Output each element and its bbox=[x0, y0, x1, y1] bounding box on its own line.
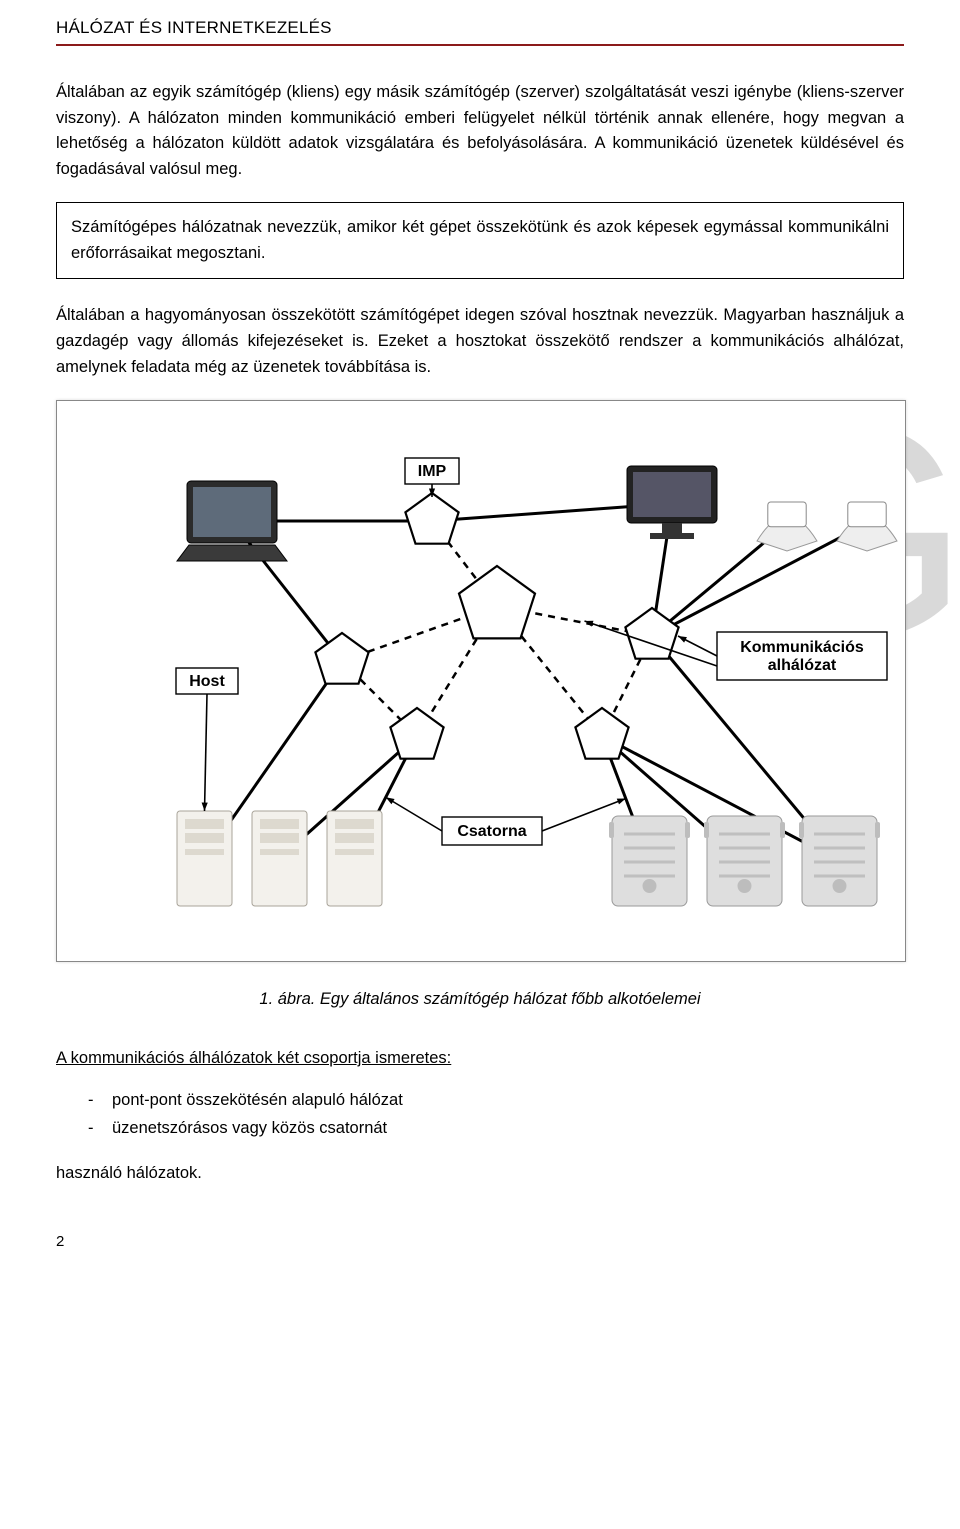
svg-text:IMP: IMP bbox=[418, 463, 447, 480]
network-diagram-svg: IMP Host Kommunikációsalhálózat Csatorna bbox=[57, 401, 905, 961]
page-header: HÁLÓZAT ÉS INTERNETKEZELÉS bbox=[56, 18, 904, 46]
closing-line: használó hálózatok. bbox=[56, 1164, 904, 1183]
subheading: A kommunikációs álhálózatok két csoportj… bbox=[56, 1049, 904, 1068]
figure-caption: 1. ábra. Egy általános számítógép hálóza… bbox=[56, 990, 904, 1009]
list-item: pont-pont összekötésén alapuló hálózat bbox=[112, 1086, 904, 1114]
paragraph-1: Általában az egyik számítógép (kliens) e… bbox=[56, 80, 904, 182]
definition-text: Számítógépes hálózatnak nevezzük, amikor… bbox=[71, 215, 889, 266]
bullet-list: pont-pont összekötésén alapuló hálózat ü… bbox=[56, 1086, 904, 1142]
svg-text:Host: Host bbox=[189, 673, 225, 690]
svg-text:Kommunikációs: Kommunikációs bbox=[740, 639, 864, 656]
svg-text:Csatorna: Csatorna bbox=[457, 823, 526, 840]
paragraph-2: Általában a hagyományosan összekötött sz… bbox=[56, 303, 904, 380]
network-diagram-frame: IMP Host Kommunikációsalhálózat Csatorna bbox=[56, 400, 906, 962]
svg-text:alhálózat: alhálózat bbox=[768, 657, 837, 674]
definition-box: Számítógépes hálózatnak nevezzük, amikor… bbox=[56, 202, 904, 279]
list-item: üzenetszórásos vagy közös csatornát bbox=[112, 1114, 904, 1142]
page-number: 2 bbox=[56, 1233, 904, 1250]
